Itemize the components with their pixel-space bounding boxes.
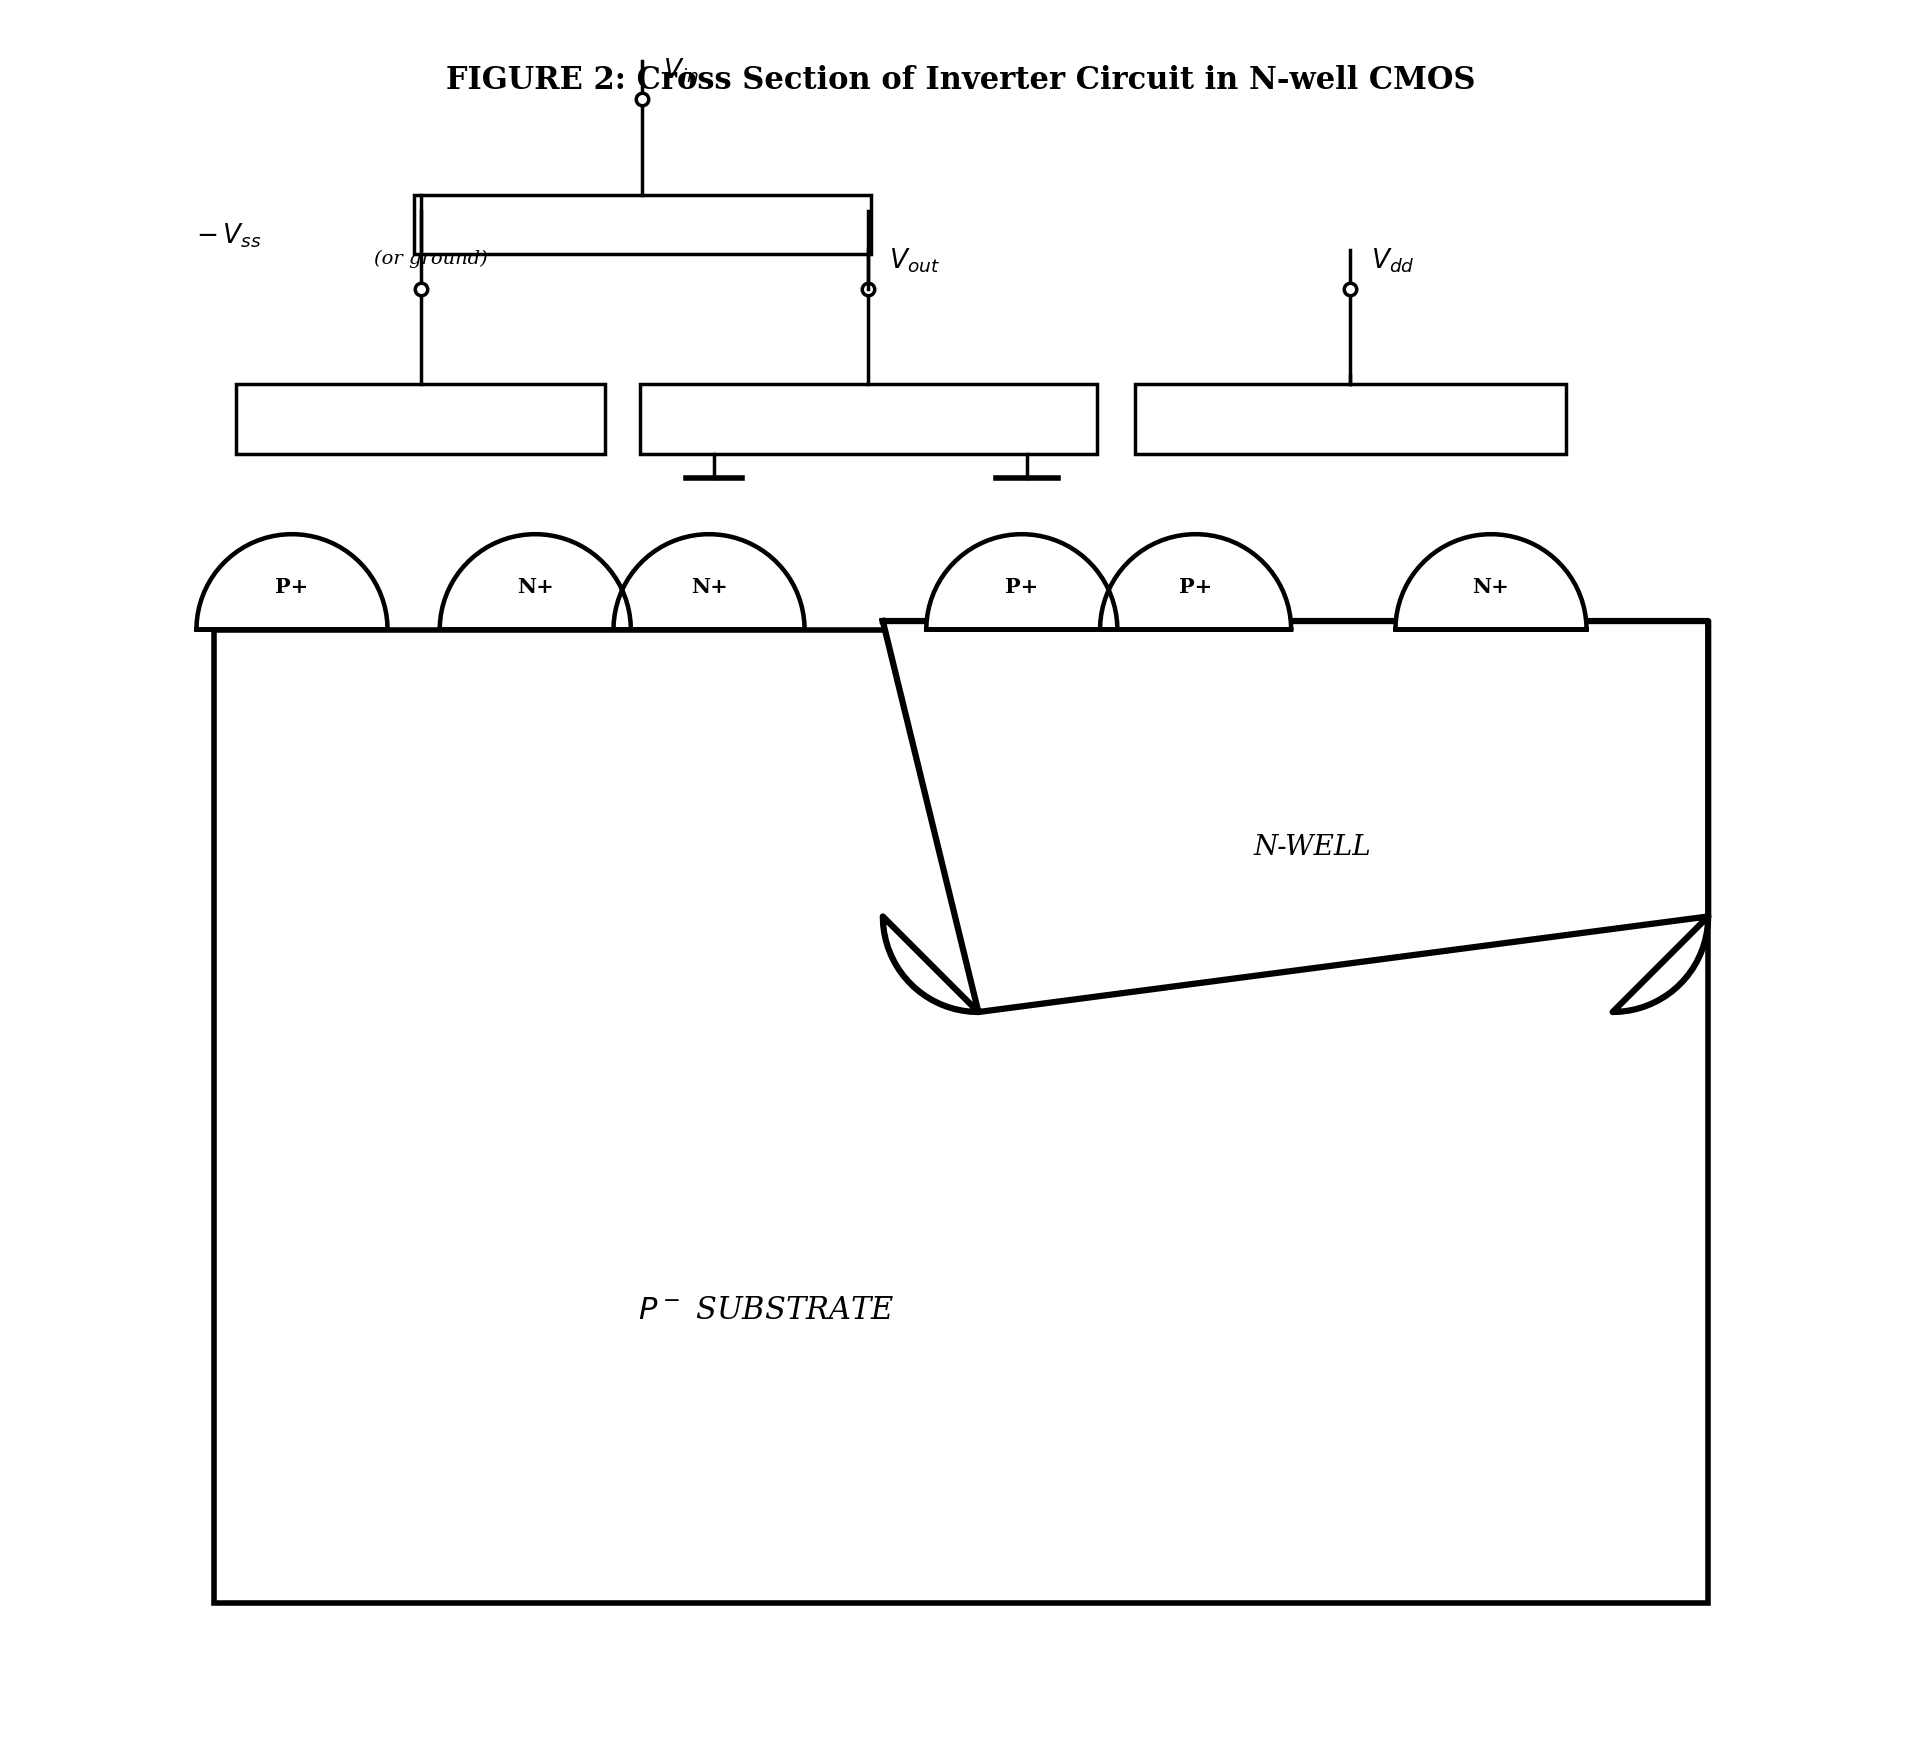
Text: $-\,V_{ss}$: $-\,V_{ss}$ [196, 222, 261, 250]
Text: P+: P+ [1178, 576, 1213, 597]
Polygon shape [926, 534, 1117, 630]
Text: N+: N+ [517, 576, 554, 597]
Text: $V_{dd}$: $V_{dd}$ [1370, 246, 1415, 274]
Text: (or ground): (or ground) [373, 250, 488, 267]
Polygon shape [1395, 534, 1586, 630]
Text: N+: N+ [1472, 576, 1509, 597]
Text: $V_{in}$: $V_{in}$ [663, 58, 698, 86]
Polygon shape [882, 622, 1709, 1013]
Bar [640, 384, 1097, 454]
Text: $V_{out}$: $V_{out}$ [888, 246, 940, 274]
Text: N-WELL: N-WELL [1253, 835, 1370, 861]
Text: N+: N+ [690, 576, 727, 597]
Bar [413, 196, 871, 253]
Polygon shape [440, 534, 630, 630]
Polygon shape [1099, 534, 1292, 630]
Text: P+: P+ [1005, 576, 1038, 597]
Polygon shape [613, 534, 805, 630]
Text: FIGURE 2: Cross Section of Inverter Circuit in N-well CMOS: FIGURE 2: Cross Section of Inverter Circ… [446, 65, 1476, 96]
Polygon shape [196, 534, 388, 630]
Text: P+: P+ [275, 576, 309, 597]
Bar [236, 384, 605, 454]
Bar [213, 630, 1709, 1603]
Bar [1134, 384, 1566, 454]
Text: $P^-$ SUBSTRATE: $P^-$ SUBSTRATE [638, 1296, 896, 1327]
